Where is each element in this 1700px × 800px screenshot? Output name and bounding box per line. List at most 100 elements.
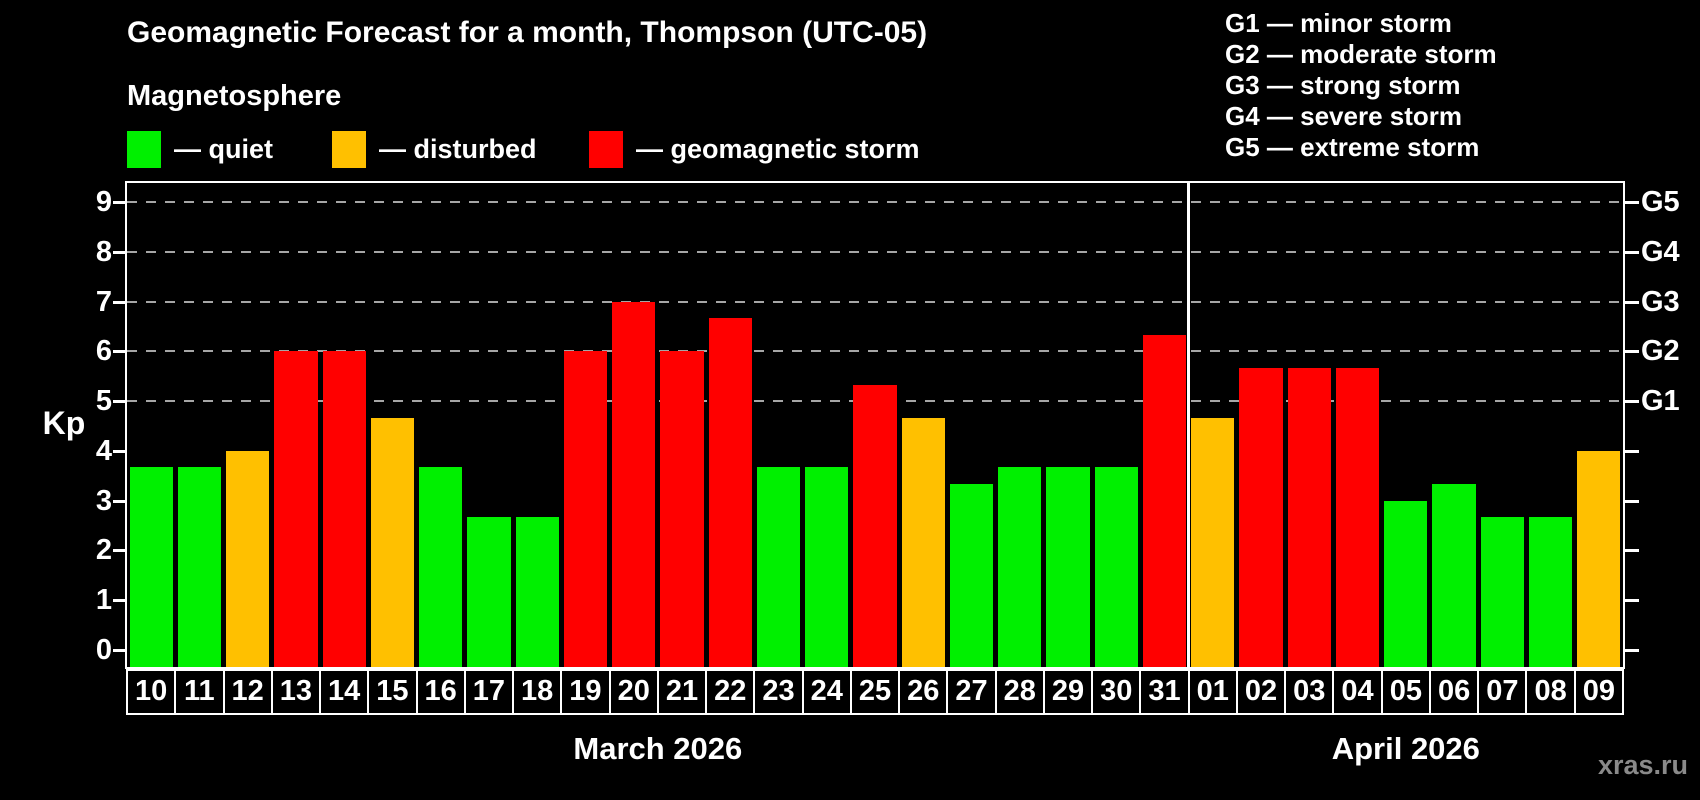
y-tick-left-9 <box>113 200 127 204</box>
y-tick-left-1 <box>113 599 127 603</box>
day-label-10: 10 <box>126 669 177 715</box>
bar-day-31 <box>1142 334 1187 667</box>
y-tick-right-5 <box>1625 400 1639 404</box>
gridline-kp-7 <box>127 300 1623 303</box>
g-scale-line-g2: G2 — moderate storm <box>1225 39 1497 69</box>
day-label-12: 12 <box>222 669 273 715</box>
y-tick-left-8 <box>113 250 127 254</box>
legend-label-storm: — geomagnetic storm <box>636 133 920 164</box>
y-tick-left-2 <box>113 549 127 553</box>
g-level-label-g2: G2 <box>1641 335 1680 368</box>
day-label-04: 04 <box>1332 669 1383 715</box>
chart-plot-area <box>125 181 1625 669</box>
y-tick-right-4 <box>1625 449 1639 453</box>
bar-day-22 <box>708 317 752 667</box>
day-label-27: 27 <box>946 669 997 715</box>
day-label-05: 05 <box>1380 669 1431 715</box>
day-label-30: 30 <box>1091 669 1142 715</box>
day-label-11: 11 <box>174 669 225 715</box>
y-tick-right-6 <box>1625 350 1639 354</box>
day-label-01: 01 <box>1187 669 1238 715</box>
day-label-07: 07 <box>1477 669 1528 715</box>
y-tick-label-0: 0 <box>95 634 112 666</box>
page-title: Geomagnetic Forecast for a month, Thomps… <box>127 16 928 49</box>
bar-day-09 <box>1577 450 1621 667</box>
g-level-label-g4: G4 <box>1641 235 1680 268</box>
bar-day-29 <box>1046 467 1090 667</box>
bar-day-14 <box>322 351 366 667</box>
y-tick-right-0 <box>1625 649 1639 652</box>
bar-day-30 <box>1094 467 1138 667</box>
g-level-label-g3: G3 <box>1641 285 1680 318</box>
bar-day-01 <box>1191 417 1235 667</box>
y-tick-label-8: 8 <box>95 235 112 268</box>
y-tick-left-0 <box>113 649 127 652</box>
bar-day-10 <box>129 467 173 667</box>
bar-day-03 <box>1287 367 1331 667</box>
bar-day-19 <box>563 351 608 667</box>
day-label-25: 25 <box>849 669 901 715</box>
day-label-17: 17 <box>463 669 515 715</box>
day-label-24: 24 <box>801 669 852 715</box>
day-label-21: 21 <box>656 669 708 715</box>
y-tick-label-7: 7 <box>95 285 112 318</box>
day-label-20: 20 <box>608 669 659 715</box>
bar-day-23 <box>756 467 801 667</box>
day-label-02: 02 <box>1235 669 1287 715</box>
legend-item-disturbed: — disturbed <box>332 130 537 168</box>
bar-day-11 <box>177 467 221 667</box>
day-label-15: 15 <box>367 669 418 715</box>
legend-label-quiet: — quiet <box>174 133 273 164</box>
y-tick-label-4: 4 <box>95 434 112 467</box>
y-tick-label-2: 2 <box>95 534 112 567</box>
legend-item-quiet: — quiet <box>127 130 273 168</box>
day-label-08: 08 <box>1525 669 1576 715</box>
g-scale-line-g4: G4 — severe storm <box>1225 101 1463 131</box>
day-label-29: 29 <box>1042 669 1094 715</box>
bar-day-28 <box>998 467 1042 667</box>
g-scale-line-g1: G1 — minor storm <box>1225 8 1452 38</box>
day-label-06: 06 <box>1428 669 1480 715</box>
y-tick-label-3: 3 <box>95 484 112 517</box>
month-divider <box>1187 183 1191 667</box>
day-label-22: 22 <box>705 669 756 715</box>
y-tick-right-7 <box>1625 300 1639 304</box>
bar-day-25 <box>853 384 897 667</box>
day-label-28: 28 <box>994 669 1045 715</box>
y-tick-label-5: 5 <box>95 385 112 418</box>
y-tick-right-2 <box>1625 549 1639 553</box>
bar-day-18 <box>515 517 559 667</box>
bar-day-02 <box>1239 367 1283 667</box>
y-tick-label-1: 1 <box>95 584 112 617</box>
day-label-19: 19 <box>560 669 611 715</box>
chart-subtitle: Magnetosphere <box>127 80 342 112</box>
y-tick-left-3 <box>113 499 127 503</box>
day-label-03: 03 <box>1284 669 1335 715</box>
y-tick-left-4 <box>113 449 127 453</box>
g-scale-line-g3: G3 — strong storm <box>1225 70 1461 100</box>
y-tick-left-5 <box>113 400 127 404</box>
bar-day-12 <box>226 450 270 667</box>
y-tick-left-7 <box>113 300 127 304</box>
gridline-kp-9 <box>127 200 1623 203</box>
y-axis-title: Kp <box>42 405 86 441</box>
day-label-23: 23 <box>753 669 804 715</box>
bar-day-20 <box>612 301 656 667</box>
gridline-kp-8 <box>127 250 1623 253</box>
bar-day-21 <box>660 351 704 667</box>
month-label-march: March 2026 <box>573 731 743 766</box>
bar-day-26 <box>901 417 945 667</box>
bar-day-04 <box>1335 367 1380 667</box>
day-label-26: 26 <box>898 669 949 715</box>
y-tick-right-8 <box>1625 250 1639 254</box>
gridline-kp-6 <box>127 350 1623 353</box>
day-label-09: 09 <box>1573 669 1624 715</box>
legend-label-disturbed: — disturbed <box>379 133 537 164</box>
bar-day-16 <box>419 467 463 667</box>
g-level-label-g5: G5 <box>1641 185 1680 218</box>
day-label-16: 16 <box>415 669 466 715</box>
bar-day-05 <box>1384 500 1428 667</box>
legend-item-storm: — geomagnetic storm <box>589 130 920 168</box>
g-scale-line-g5: G5 — extreme storm <box>1225 132 1480 162</box>
bar-day-15 <box>370 417 415 667</box>
